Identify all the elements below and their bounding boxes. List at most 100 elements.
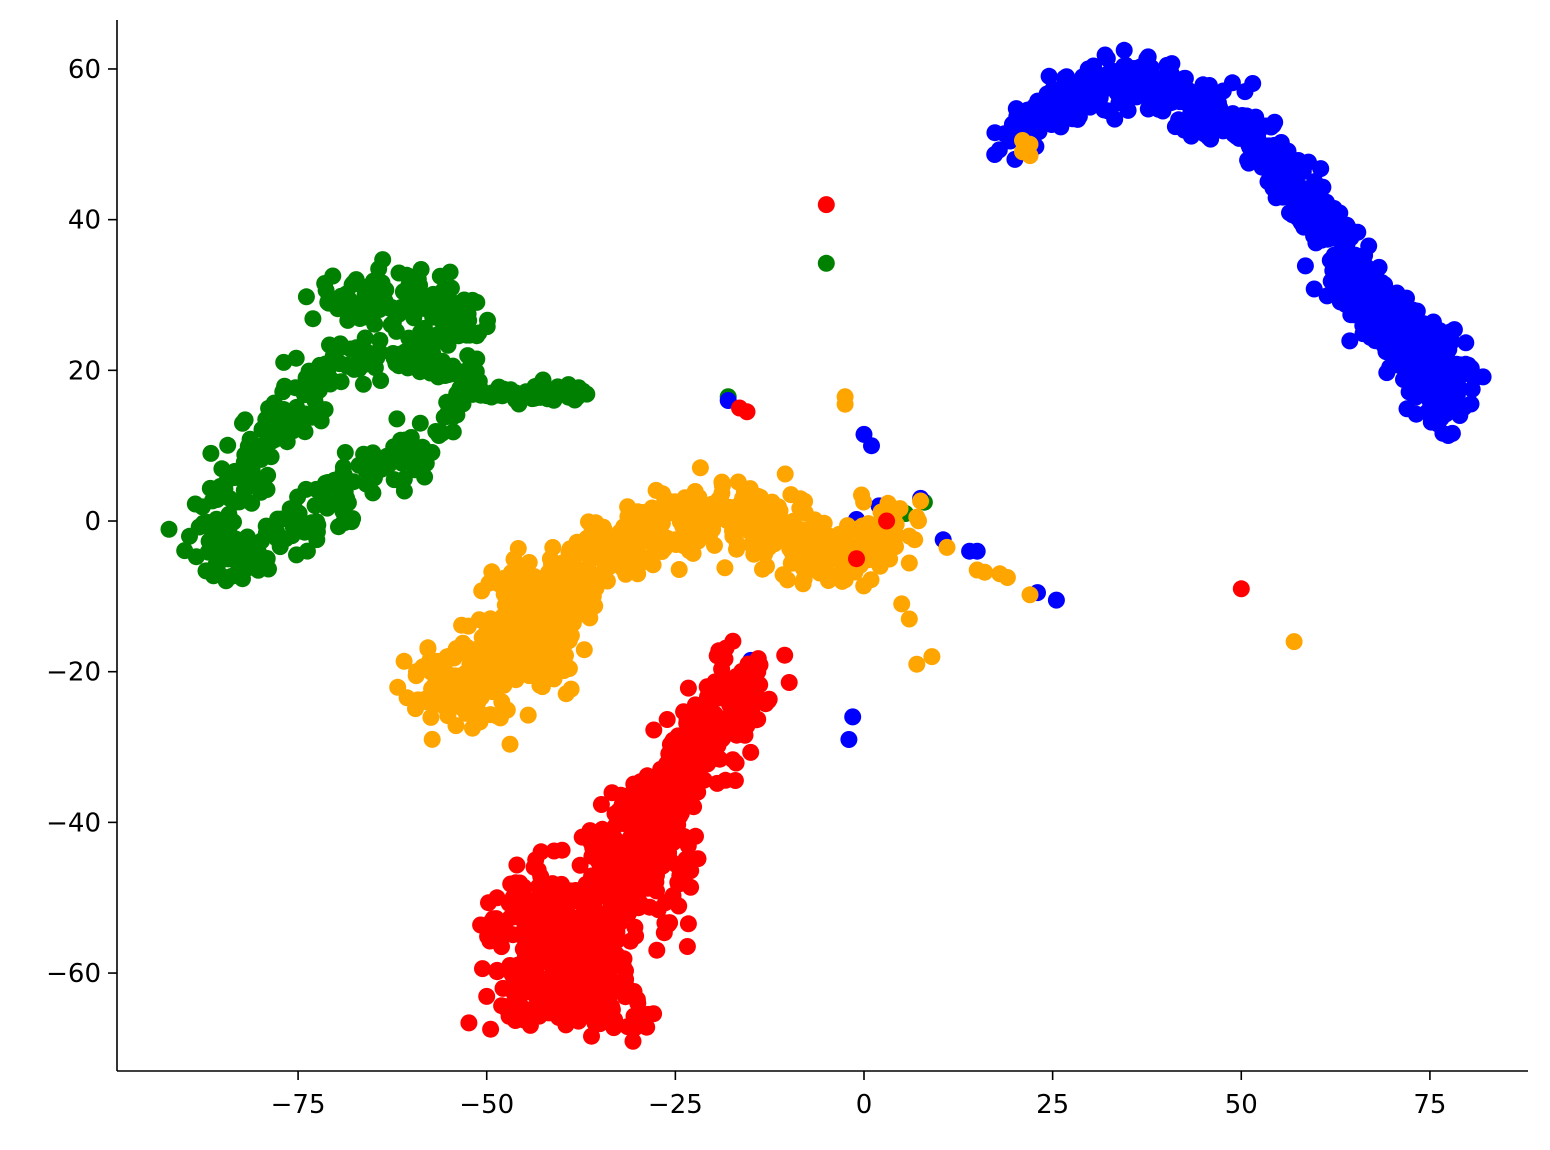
data-point-series-2 xyxy=(840,731,858,748)
data-point-series-3 xyxy=(900,554,918,572)
data-point-series-1 xyxy=(302,364,320,382)
data-point-series-4 xyxy=(759,692,777,710)
data-point-series-4 xyxy=(525,858,543,876)
data-point-series-3 xyxy=(836,395,854,413)
data-point-series-3 xyxy=(419,639,437,657)
y-tick-label: 40 xyxy=(68,206,101,236)
data-point-series-3 xyxy=(575,641,593,659)
data-point-series-3 xyxy=(620,561,637,579)
data-point-series-3 xyxy=(912,492,930,510)
data-point-series-2 xyxy=(1040,67,1058,85)
data-point-series-3 xyxy=(644,506,662,524)
data-point-series-2 xyxy=(1269,159,1287,177)
data-point-series-4 xyxy=(666,791,684,809)
data-point-series-3 xyxy=(908,508,926,526)
data-point-series-1 xyxy=(240,459,257,477)
data-point-series-1 xyxy=(464,351,482,369)
data-point-series-2 xyxy=(1143,97,1161,115)
y-tick-label: −40 xyxy=(46,808,101,838)
data-point-series-3 xyxy=(855,493,873,511)
data-point-series-1 xyxy=(331,355,349,372)
data-point-series-2 xyxy=(1288,176,1306,194)
data-point-series-1 xyxy=(417,355,435,373)
data-point-series-3 xyxy=(730,496,748,514)
data-point-series-3 xyxy=(471,713,489,731)
data-point-series-1 xyxy=(263,432,281,450)
data-point-series-4 xyxy=(713,660,731,678)
data-point-series-1 xyxy=(187,548,205,566)
data-point-series-1 xyxy=(371,331,389,349)
axes-layer xyxy=(116,20,1528,1072)
data-point-series-1 xyxy=(462,367,480,385)
data-point-series-3 xyxy=(788,525,806,543)
data-point-series-3 xyxy=(691,459,709,477)
data-point-series-4 xyxy=(710,689,728,707)
data-point-series-3 xyxy=(557,685,575,703)
y-tick-label: −60 xyxy=(46,959,101,989)
data-point-series-4 xyxy=(694,728,711,746)
data-point-series-2 xyxy=(1421,335,1439,352)
data-point-series-4 xyxy=(645,721,663,739)
data-point-series-1 xyxy=(320,294,338,312)
data-point-series-1 xyxy=(441,263,459,281)
data-point-series-2 xyxy=(1422,352,1440,370)
data-point-series-3 xyxy=(869,551,887,568)
data-point-series-4 xyxy=(555,974,572,992)
data-point-series-4 xyxy=(648,941,666,959)
data-point-series-4 xyxy=(549,998,567,1016)
data-point-series-2 xyxy=(1119,101,1137,119)
data-point-series-4 xyxy=(638,775,656,793)
data-point-series-1 xyxy=(363,345,381,363)
data-point-series-3 xyxy=(976,563,994,581)
data-point-series-4 xyxy=(605,1019,623,1037)
data-point-series-3 xyxy=(395,652,413,670)
data-point-series-3 xyxy=(423,730,441,748)
data-point-series-3 xyxy=(485,640,503,658)
data-point-series-3 xyxy=(547,575,565,593)
data-point-series-1 xyxy=(461,326,478,344)
data-point-series-1 xyxy=(400,282,418,300)
data-point-series-1 xyxy=(319,364,337,382)
data-point-series-4 xyxy=(609,802,627,820)
data-point-series-1 xyxy=(312,412,330,430)
data-point-series-4 xyxy=(488,963,506,981)
data-point-series-2 xyxy=(1406,317,1424,335)
data-point-series-3 xyxy=(508,565,526,583)
data-point-series-2 xyxy=(1106,110,1124,128)
data-point-series-1 xyxy=(388,410,406,428)
data-point-series-2 xyxy=(1358,259,1376,277)
data-point-series-4 xyxy=(634,796,652,814)
data-point-series-1 xyxy=(374,251,392,269)
data-point-series-1 xyxy=(444,408,462,426)
data-point-series-2 xyxy=(1317,210,1335,228)
x-tick-label: 75 xyxy=(1413,1090,1446,1120)
data-point-series-2 xyxy=(1455,398,1473,416)
data-point-series-2 xyxy=(1366,332,1384,350)
data-point-series-2 xyxy=(997,125,1015,143)
data-point-series-3 xyxy=(670,561,688,578)
data-point-series-4 xyxy=(460,1014,478,1032)
data-point-series-1 xyxy=(308,523,326,541)
data-point-series-4 xyxy=(528,933,546,951)
data-point-series-1 xyxy=(286,500,304,518)
data-point-series-2 xyxy=(1015,110,1033,128)
data-point-series-4 xyxy=(667,772,685,790)
data-point-series-4 xyxy=(592,796,610,813)
data-point-series-4 xyxy=(573,828,591,846)
data-point-series-3 xyxy=(1021,586,1039,604)
data-point-series-2 xyxy=(1300,195,1318,213)
data-point-series-4 xyxy=(591,1015,609,1033)
data-point-series-3 xyxy=(833,572,851,590)
data-point-series-3 xyxy=(893,595,911,613)
data-point-series-3 xyxy=(590,529,608,547)
data-point-series-2 xyxy=(1356,246,1374,264)
data-point-series-1 xyxy=(432,309,450,327)
data-point-series-3 xyxy=(683,526,700,543)
data-point-series-2 xyxy=(1285,194,1303,212)
data-point-series-3 xyxy=(635,532,653,550)
data-point-series-4 xyxy=(482,913,500,931)
data-point-series-4 xyxy=(583,1027,600,1045)
data-point-series-4 xyxy=(574,888,592,905)
data-point-series-4 xyxy=(488,889,506,907)
data-point-series-3 xyxy=(577,530,595,548)
